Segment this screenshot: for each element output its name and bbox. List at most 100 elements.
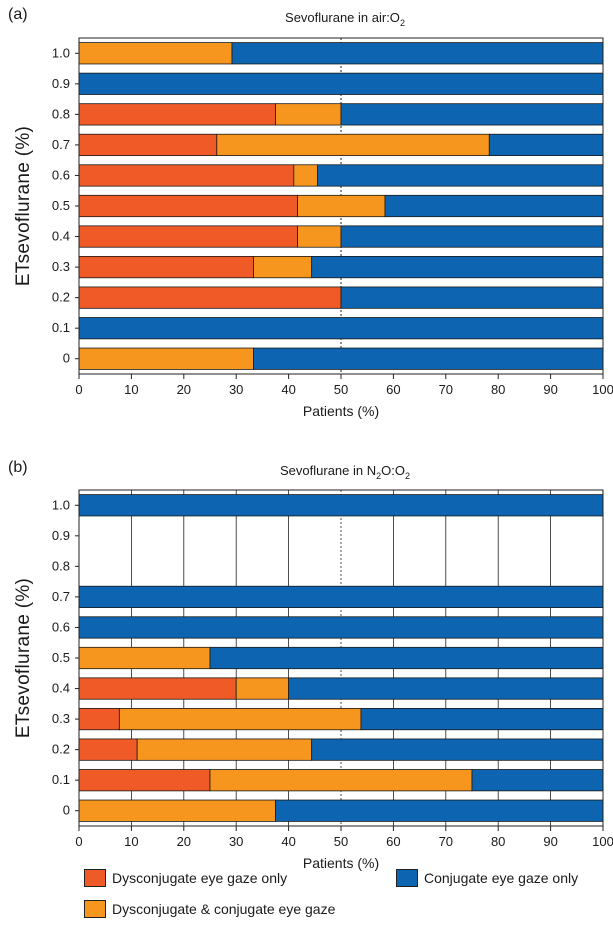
bar-segment-dysconjugate-only	[78, 255, 254, 279]
y-tick-label: 1.0	[52, 497, 70, 512]
bar-segment-conjugate-only	[253, 347, 604, 370]
bar-segment-conjugate-only	[275, 799, 604, 822]
y-tick-label: 0	[63, 803, 70, 818]
x-tick-label: 0	[75, 834, 82, 849]
x-tick-label: 10	[124, 834, 138, 849]
x-tick-label: 60	[386, 834, 400, 849]
bar-segment-both	[78, 347, 254, 370]
bar-segment-conjugate-only	[311, 738, 604, 761]
bar-segment-conjugate-only	[311, 255, 604, 279]
bar-segment-both	[297, 225, 342, 248]
y-tick-label: 0.1	[52, 772, 70, 787]
panel-label: (b)	[8, 459, 28, 476]
bar-segment-both	[235, 677, 289, 700]
title-subscript: 2	[405, 471, 410, 481]
title-text: Sevoflurane in N	[280, 463, 376, 478]
bar-segment-conjugate-only	[317, 164, 604, 187]
bar-segment-both	[275, 103, 342, 126]
bar-segment-both	[136, 738, 313, 761]
bar-segment-dysconjugate-only	[78, 194, 298, 218]
bar-segment-both	[78, 646, 211, 670]
bar-segment-dysconjugate-only	[78, 769, 211, 792]
bar-segment-dysconjugate-only	[78, 286, 342, 309]
chart-title: Sevoflurane in N2O:O2	[280, 463, 410, 481]
bar-segment-conjugate-only	[288, 677, 604, 700]
x-axis-label: Patients (%)	[303, 855, 379, 871]
title-text: O:O	[381, 463, 405, 478]
y-tick-label: 0.6	[52, 167, 70, 182]
x-tick-label: 90	[543, 834, 557, 849]
x-axis-label: Patients (%)	[303, 403, 379, 419]
x-tick-label: 70	[439, 382, 453, 397]
y-tick-label: 0.4	[52, 229, 70, 244]
bar-segment-conjugate-only	[488, 133, 604, 157]
bar-segment-conjugate-only	[209, 646, 604, 670]
x-tick-label: 40	[281, 834, 295, 849]
bar-segment-conjugate-only	[471, 769, 604, 792]
bar-segment-both	[118, 708, 362, 731]
title-subscript: 2	[400, 18, 405, 28]
y-axis-label: ETsevoflurane (%)	[13, 126, 34, 286]
y-tick-label: 0	[63, 351, 70, 366]
bar-segment-dysconjugate-only	[78, 738, 138, 761]
x-tick-label: 50	[334, 382, 348, 397]
x-tick-label: 60	[386, 382, 400, 397]
bar-segment-conjugate-only	[384, 194, 604, 218]
y-tick-label: 0.9	[52, 76, 70, 91]
y-tick-label: 0.1	[52, 320, 70, 335]
bar-segment-conjugate-only	[78, 72, 604, 95]
bar-segment-both	[293, 164, 318, 187]
x-tick-label: 0	[75, 382, 82, 397]
y-tick-label: 0.3	[52, 711, 70, 726]
bar-segment-both	[216, 133, 490, 157]
x-tick-label: 30	[229, 382, 243, 397]
x-tick-label: 100	[592, 834, 613, 849]
bar-segment-dysconjugate-only	[78, 103, 276, 126]
x-tick-label: 50	[334, 834, 348, 849]
y-tick-label: 0.3	[52, 259, 70, 274]
panel-label: (a)	[8, 6, 28, 23]
x-tick-label: 30	[229, 834, 243, 849]
y-axis-label: ETsevoflurane (%)	[13, 578, 34, 738]
y-tick-label: 1.0	[52, 45, 70, 60]
bar-segment-conjugate-only	[360, 708, 604, 731]
bar-segment-both	[253, 255, 313, 279]
x-tick-label: 100	[592, 382, 613, 397]
y-tick-label: 0.5	[52, 650, 70, 665]
x-tick-label: 40	[281, 382, 295, 397]
bar-segment-dysconjugate-only	[78, 708, 120, 731]
bar-segment-dysconjugate-only	[78, 677, 237, 700]
bar-segment-conjugate-only	[231, 42, 604, 65]
y-tick-label: 0.4	[52, 681, 70, 696]
bar-segment-dysconjugate-only	[78, 225, 298, 248]
x-tick-label: 90	[543, 382, 557, 397]
title-subscript: 2	[376, 471, 381, 481]
y-tick-label: 0.7	[52, 589, 70, 604]
bar-segment-conjugate-only	[340, 225, 604, 248]
bar-segment-conjugate-only	[340, 286, 604, 309]
bar-segment-dysconjugate-only	[78, 133, 218, 157]
y-tick-label: 0.2	[52, 290, 70, 305]
x-tick-label: 20	[177, 382, 191, 397]
x-tick-label: 10	[124, 382, 138, 397]
y-tick-label: 0.8	[52, 106, 70, 121]
y-tick-label: 0.2	[52, 742, 70, 757]
y-tick-label: 0.6	[52, 619, 70, 634]
x-tick-label: 80	[491, 834, 505, 849]
bar-segment-conjugate-only	[78, 317, 604, 340]
bar-segment-conjugate-only	[78, 585, 604, 609]
bar-segment-conjugate-only	[340, 103, 604, 126]
bar-segment-dysconjugate-only	[78, 164, 295, 187]
x-tick-label: 20	[177, 834, 191, 849]
bar-segment-conjugate-only	[78, 616, 604, 639]
chart-panel-a: (a) Sevoflurane in air:O200.10.20.30.40.5…	[8, 6, 613, 419]
y-tick-label: 0.8	[52, 558, 70, 573]
bar-segment-both	[78, 799, 276, 822]
bar-segment-conjugate-only	[78, 494, 604, 517]
x-tick-label: 70	[439, 834, 453, 849]
y-tick-label: 0.9	[52, 528, 70, 543]
title-text: Sevoflurane in air:O	[285, 10, 400, 25]
bar-segment-both	[78, 42, 233, 65]
y-tick-label: 0.7	[52, 137, 70, 152]
